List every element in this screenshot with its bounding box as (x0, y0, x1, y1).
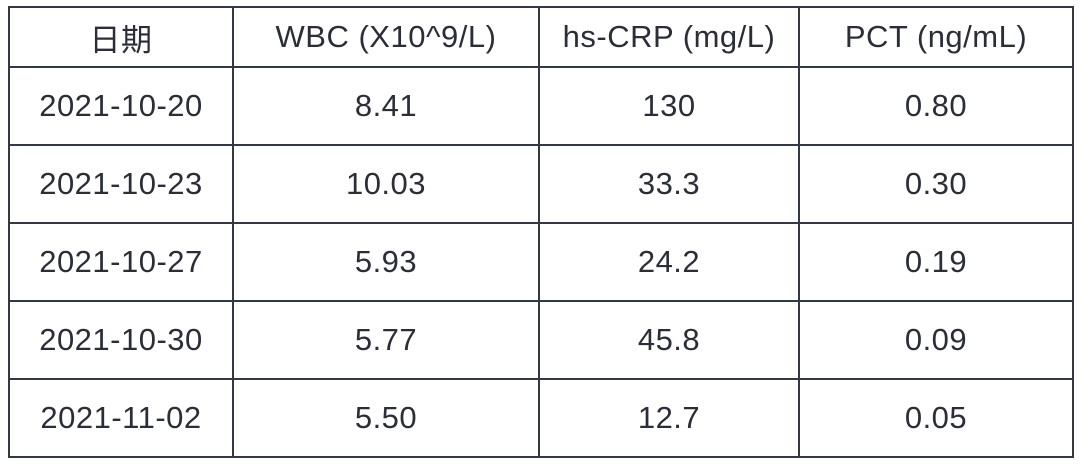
table-row: 2021-10-27 5.93 24.2 0.19 (8, 222, 1074, 302)
cell-date: 2021-10-27 (8, 222, 234, 302)
cell-wbc: 5.50 (232, 378, 540, 458)
column-header-date: 日期 (8, 6, 234, 68)
cell-pct: 0.80 (798, 66, 1074, 146)
cell-hs-crp: 24.2 (538, 222, 800, 302)
cell-wbc: 5.77 (232, 300, 540, 380)
cell-pct: 0.19 (798, 222, 1074, 302)
table-row: 2021-10-23 10.03 33.3 0.30 (8, 144, 1074, 224)
table-row: 2021-11-02 5.50 12.7 0.05 (8, 378, 1074, 458)
column-header-pct: PCT (ng/mL) (798, 6, 1074, 68)
cell-date: 2021-11-02 (8, 378, 234, 458)
cell-hs-crp: 45.8 (538, 300, 800, 380)
cell-pct: 0.05 (798, 378, 1074, 458)
column-header-wbc: WBC (X10^9/L) (232, 6, 540, 68)
cell-date: 2021-10-20 (8, 66, 234, 146)
table-row: 2021-10-30 5.77 45.8 0.09 (8, 300, 1074, 380)
cell-date: 2021-10-30 (8, 300, 234, 380)
cell-hs-crp: 12.7 (538, 378, 800, 458)
header-row: 日期 WBC (X10^9/L) hs-CRP (mg/L) PCT (ng/m… (8, 6, 1074, 68)
column-header-hs-crp: hs-CRP (mg/L) (538, 6, 800, 68)
cell-hs-crp: 33.3 (538, 144, 800, 224)
lab-results-table: 日期 WBC (X10^9/L) hs-CRP (mg/L) PCT (ng/m… (8, 6, 1074, 458)
cell-wbc: 5.93 (232, 222, 540, 302)
cell-date: 2021-10-23 (8, 144, 234, 224)
cell-pct: 0.09 (798, 300, 1074, 380)
table-row: 2021-10-20 8.41 130 0.80 (8, 66, 1074, 146)
cell-wbc: 8.41 (232, 66, 540, 146)
cell-hs-crp: 130 (538, 66, 800, 146)
cell-wbc: 10.03 (232, 144, 540, 224)
cell-pct: 0.30 (798, 144, 1074, 224)
